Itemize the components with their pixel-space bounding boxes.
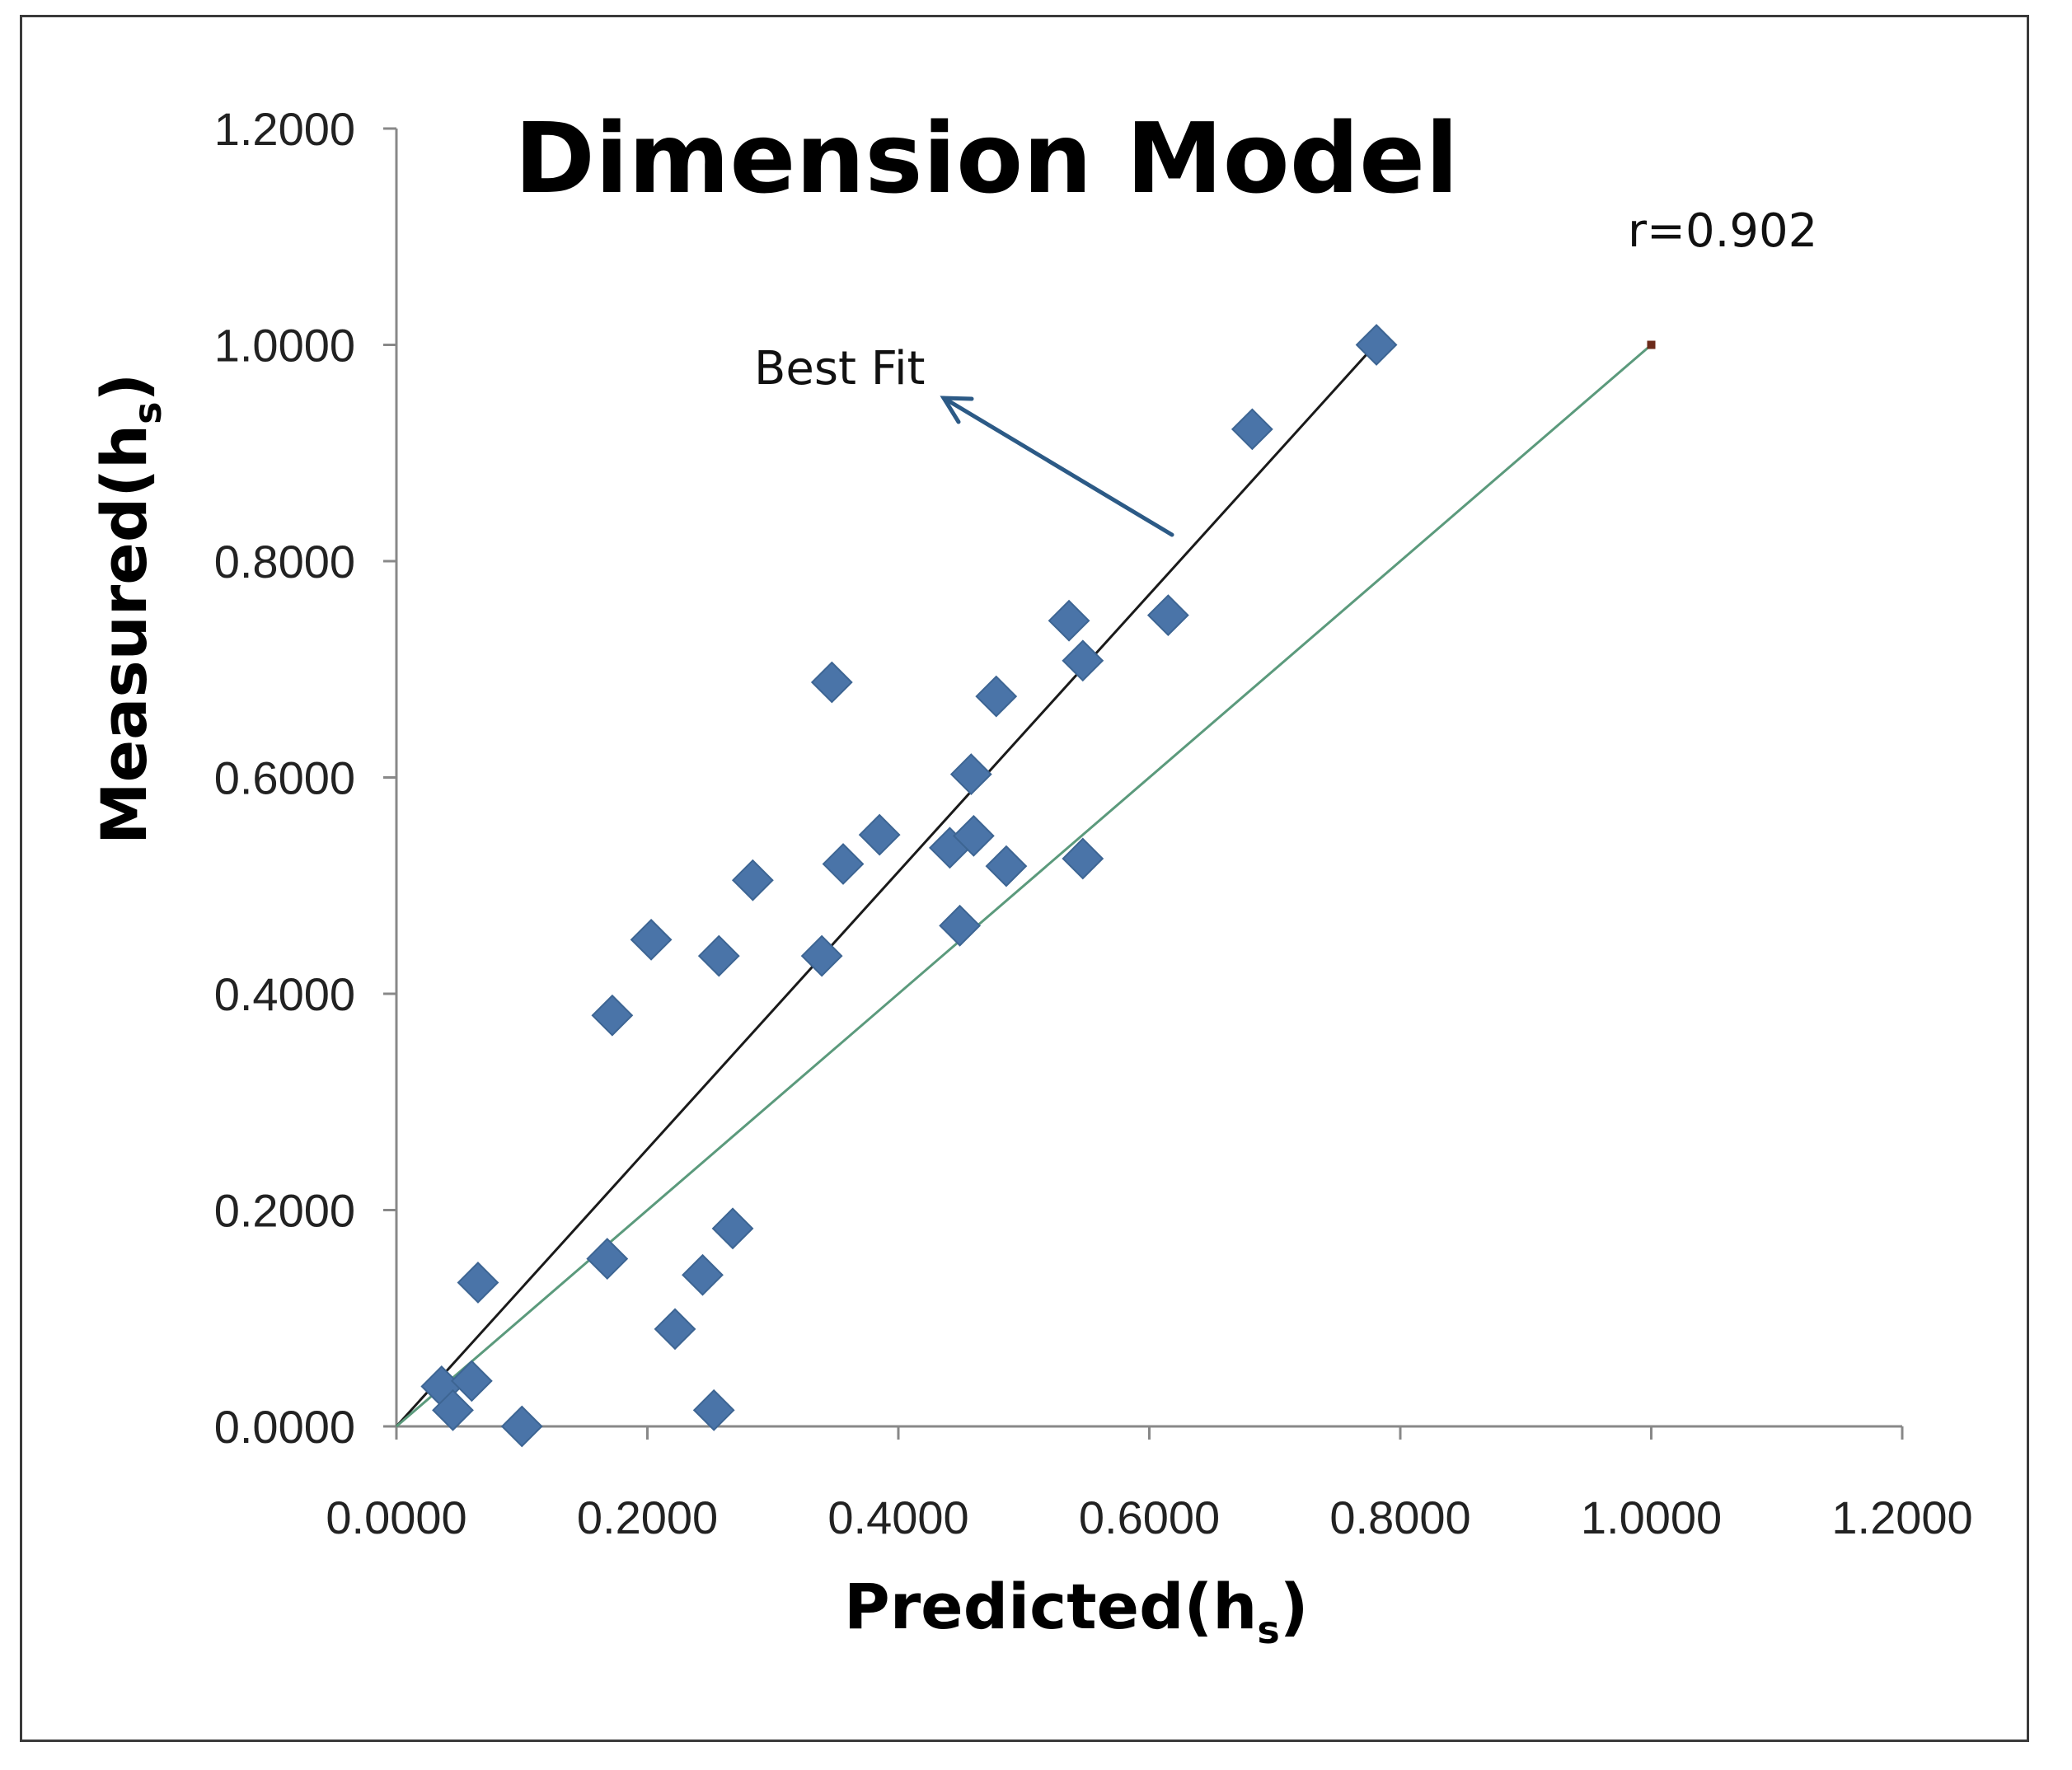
r-value-label: r=0.902 xyxy=(1628,204,1817,258)
x-tick-label: 0.8000 xyxy=(1329,1491,1470,1543)
data-point xyxy=(1062,639,1104,682)
x-tick-label: 0.6000 xyxy=(1079,1491,1220,1543)
data-point xyxy=(822,843,865,885)
data-point xyxy=(500,1405,543,1448)
y-ticks: 0.0000 0.2000 0.4000 0.6000 0.8000 1.0000 1.20… xyxy=(214,103,396,1453)
x-tick-label: 1.2000 xyxy=(1831,1491,1972,1543)
x-ticks: 0.0000 0.2000 0.4000 0.6000 0.8000 1.0000 1.20… xyxy=(326,1426,1973,1543)
data-point xyxy=(432,1388,474,1431)
data-point xyxy=(586,1238,629,1280)
data-point xyxy=(711,1207,754,1250)
data-point xyxy=(985,845,1028,887)
y-tick-label: 0.6000 xyxy=(214,752,355,804)
axes: 0.0000 0.2000 0.4000 0.6000 0.8000 1.0000 1.20… xyxy=(214,103,1973,1543)
data-point xyxy=(1062,837,1104,880)
data-point xyxy=(939,904,982,947)
data-point xyxy=(952,814,995,857)
data-point xyxy=(949,753,992,795)
data-point xyxy=(800,934,843,977)
y-tick-label: 0.8000 xyxy=(214,536,355,588)
data-point xyxy=(630,918,673,961)
chart-frame: 0.0000 0.2000 0.4000 0.6000 0.8000 1.0000 1.20… xyxy=(20,15,2029,1742)
data-point xyxy=(731,859,774,901)
data-points xyxy=(420,324,1398,1448)
x-tick-label: 0.4000 xyxy=(827,1491,968,1543)
y-tick-label: 1.0000 xyxy=(214,320,355,372)
best-fit-arrow xyxy=(940,396,1174,537)
y-tick-label: 0.2000 xyxy=(214,1185,355,1237)
x-tick-label: 1.0000 xyxy=(1581,1491,1722,1543)
data-point xyxy=(1231,408,1273,451)
data-point xyxy=(858,813,901,856)
reference-lines xyxy=(395,340,1656,1428)
best-fit-line xyxy=(395,344,1376,1428)
data-point xyxy=(975,675,1018,718)
best-fit-label: Best Fit xyxy=(754,342,925,396)
data-point xyxy=(1048,599,1090,642)
y-axis-title: Measured(hs) xyxy=(87,373,170,845)
chart-title: Dimension Model xyxy=(514,101,1459,215)
data-point xyxy=(450,1360,493,1402)
y-tick-label: 1.2000 xyxy=(214,103,355,155)
scatter-plot: 0.0000 0.2000 0.4000 0.6000 0.8000 1.0000 1.20… xyxy=(87,101,1973,1652)
identity-line-endpoint xyxy=(1647,340,1656,349)
data-point xyxy=(810,661,853,704)
y-tick-label: 0.0000 xyxy=(214,1401,355,1453)
data-point xyxy=(692,1388,735,1431)
data-point xyxy=(591,994,634,1037)
x-tick-label: 0.2000 xyxy=(577,1491,718,1543)
data-point xyxy=(682,1253,724,1296)
data-point xyxy=(654,1308,696,1351)
data-point xyxy=(1355,324,1398,366)
x-axis-title: Predicted(hs) xyxy=(844,1570,1308,1652)
data-point xyxy=(457,1262,499,1304)
data-point xyxy=(1146,594,1189,637)
data-point xyxy=(697,934,740,977)
identity-line xyxy=(396,344,1652,1428)
x-tick-label: 0.0000 xyxy=(326,1491,466,1543)
y-tick-label: 0.4000 xyxy=(214,968,355,1020)
